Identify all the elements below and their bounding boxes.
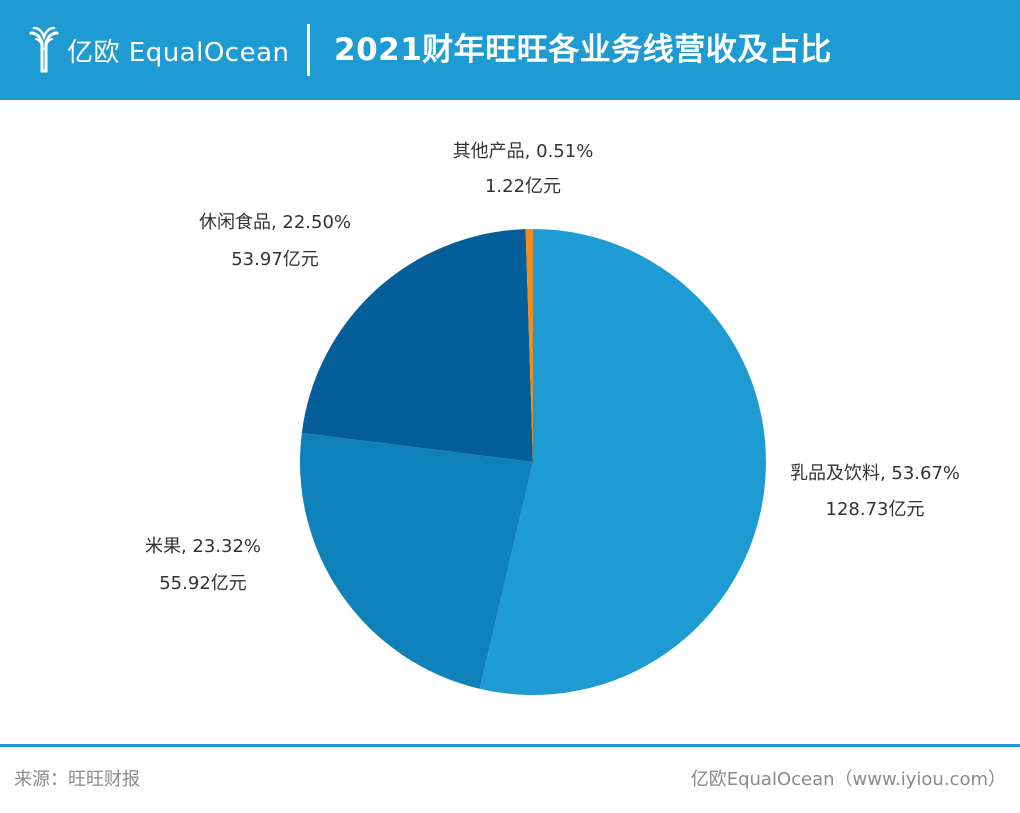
equalocean-logo: 亿欧 EqualOcean: [27, 25, 297, 75]
slice-label-2: 休闲食品, 22.50%: [199, 212, 351, 233]
pie-slice-2: [301, 229, 533, 462]
slice-value-label-3: 1.22亿元: [485, 176, 561, 197]
footer-divider: [0, 744, 1020, 747]
slice-label-0: 乳品及饮料, 53.67%: [790, 463, 960, 484]
pie-chart: 乳品及饮料, 53.67% 128.73亿元米果, 23.32% 55.92亿元 休闲…: [0, 100, 1020, 740]
equalocean-logo-icon: [29, 26, 59, 73]
pie-slice-1: [299, 432, 533, 689]
slice-label-1: 米果, 23.32%: [145, 536, 261, 557]
logo-text: 亿欧 EqualOcean: [67, 38, 290, 68]
slice-value-label-2: 53.97亿元: [231, 249, 319, 270]
header-divider: [307, 24, 310, 76]
source-note: 来源：旺旺财报: [14, 769, 140, 790]
slice-value-label-1: 55.92亿元: [159, 573, 247, 594]
page-title: 2021财年旺旺各业务线营收及占比: [334, 32, 832, 68]
pie-slice-3: [525, 229, 533, 462]
slice-value-label-0: 128.73亿元: [826, 499, 925, 520]
pie-slice-0: [479, 229, 766, 695]
slice-label-3: 其他产品, 0.51%: [453, 141, 594, 162]
brand-note: 亿欧EqualOcean（www.iyiou.com）: [690, 769, 1006, 790]
header-banner: 亿欧 EqualOcean 2021财年旺旺各业务线营收及占比: [0, 0, 1020, 100]
